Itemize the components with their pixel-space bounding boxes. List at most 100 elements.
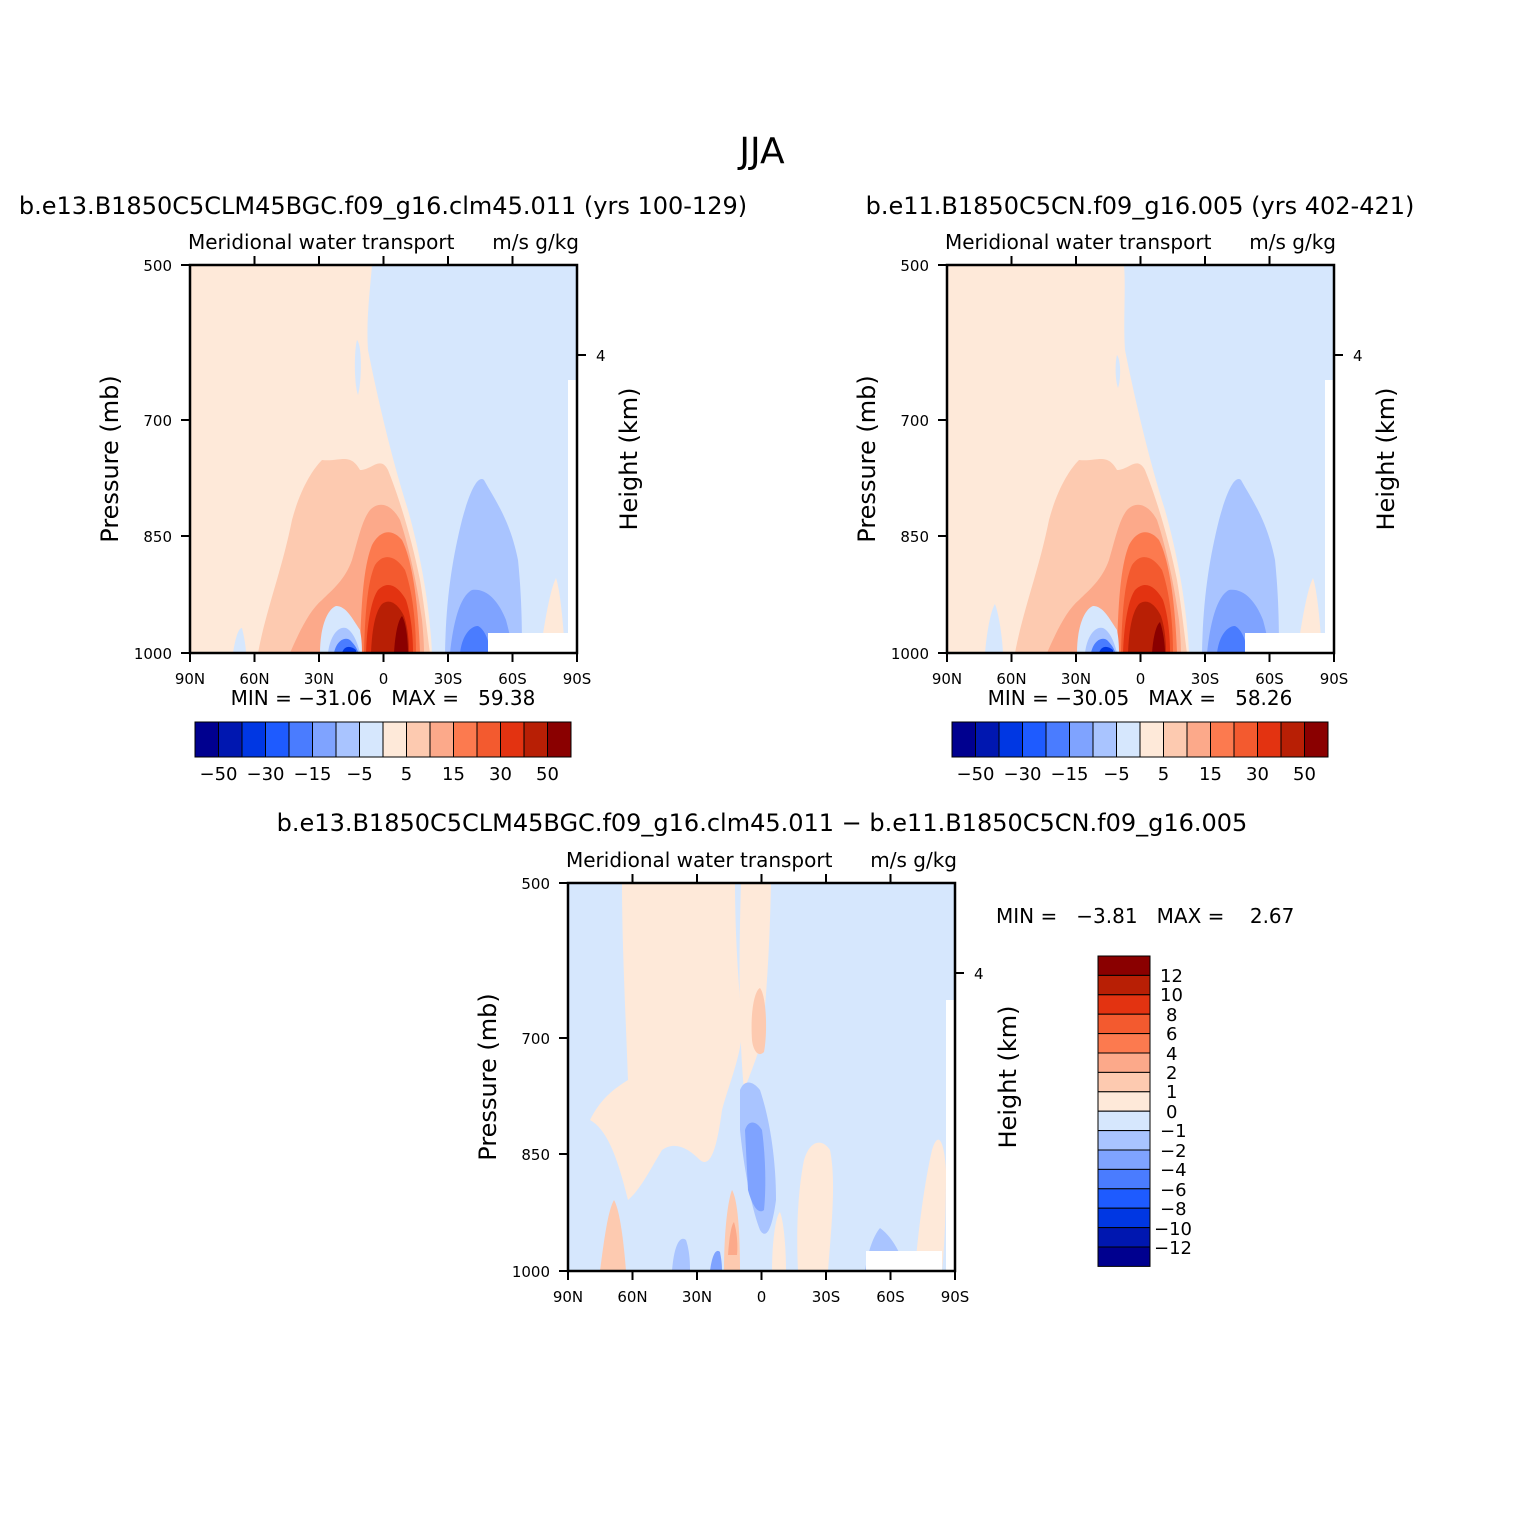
cb-label: 4 (1166, 1044, 1177, 1065)
right-string: m/s g/kg (870, 848, 957, 872)
xtick-60N: 60N (996, 670, 1026, 688)
missing-region (488, 633, 574, 653)
ytick-850: 850 (521, 1146, 550, 1164)
region-pos-spot (751, 988, 767, 1055)
cb-label: −50 (200, 764, 238, 785)
y-right-tick: 4 (1353, 347, 1363, 365)
cb-label: 10 (1160, 985, 1183, 1006)
colorbar-swatch (1116, 721, 1141, 758)
region-pos-lower-1 (600, 1200, 626, 1271)
axis-ticks (559, 874, 964, 1280)
region-nh-neg-spot (985, 604, 1003, 653)
y-axis-label: Pressure (mb) (474, 993, 502, 1160)
cb-label: 8 (1166, 1005, 1177, 1026)
xtick-60N: 60N (617, 1288, 647, 1306)
panel-diff: b.e13.B1850C5CLM45BGC.f09_g16.clm45.011 … (277, 809, 1295, 1306)
x-tick-labels: 90N 60N 30N 0 30S 60S 90S (175, 670, 591, 688)
ytick-500: 500 (521, 875, 550, 893)
colorbar-swatch (975, 721, 1000, 758)
missing-edge (1325, 380, 1334, 653)
region-pos-max (394, 616, 408, 653)
missing-region (1245, 633, 1331, 653)
ytick-850: 850 (900, 528, 929, 546)
cb-label: 5 (401, 764, 412, 785)
region-pos-band-2 (739, 883, 771, 1090)
colorbar-swatch (1280, 721, 1305, 758)
right-string: m/s g/kg (492, 230, 579, 254)
colorbar-swatch (1097, 974, 1151, 996)
region-pos-sh-2 (915, 1139, 946, 1271)
xtick-30N: 30N (304, 670, 334, 688)
missing-region (866, 1251, 942, 1271)
region-neg-hump-4 (342, 646, 356, 653)
region-neg-2 (745, 1122, 766, 1212)
colorbar (194, 721, 572, 758)
min-max-label: MIN = −31.06 MAX = 59.38 (231, 686, 536, 710)
colorbar-swatch (1097, 1033, 1151, 1054)
colorbar-swatch (1163, 721, 1188, 758)
colorbar-swatch (1233, 721, 1258, 758)
y-right-tick: 4 (974, 965, 984, 983)
colorbar-labels: −50 −30 −15 −5 5 15 30 50 (957, 764, 1316, 785)
colorbar-swatch (1045, 721, 1070, 758)
colorbar-swatch (218, 721, 243, 758)
panel-title: b.e13.B1850C5CLM45BGC.f09_g16.clm45.011 … (19, 192, 747, 220)
region-pos-band (590, 883, 743, 1200)
contour-fill (190, 265, 577, 653)
cb-label: 2 (1166, 1063, 1177, 1084)
colorbar-labels: 12 10 8 6 4 2 1 0 −1 −2 −4 −6 −8 −10 −12 (1154, 966, 1192, 1259)
y-right-tick: 4 (596, 347, 606, 365)
y-right-axis-label: Height (km) (994, 1006, 1022, 1149)
colorbar-swatch (1097, 1207, 1151, 1229)
colorbar-swatch (1097, 1168, 1151, 1190)
min-max-label: MIN = −30.05 MAX = 58.26 (988, 686, 1293, 710)
cb-label: 50 (1293, 764, 1316, 785)
xtick-0: 0 (757, 1288, 767, 1306)
cb-label: −5 (346, 764, 373, 785)
xtick-60N: 60N (239, 670, 269, 688)
colorbar-labels: −50 −30 −15 −5 5 15 30 50 (200, 764, 559, 785)
colorbar-swatch (476, 721, 501, 758)
cb-label: −5 (1103, 764, 1130, 785)
colorbar-swatch (453, 721, 478, 758)
ytick-700: 700 (521, 1030, 550, 1048)
cb-label: −50 (957, 764, 995, 785)
y-axis-label: Pressure (mb) (853, 375, 881, 542)
xtick-30N: 30N (1061, 670, 1091, 688)
region-neg-low-2 (710, 1250, 722, 1271)
x-tick-labels: 90N 60N 30N 0 30S 60S 90S (553, 1288, 969, 1306)
cb-label: −10 (1154, 1219, 1192, 1240)
colorbar-swatch (312, 721, 337, 758)
xtick-30N: 30N (682, 1288, 712, 1306)
cb-label: 1 (1166, 1082, 1177, 1103)
y-right-axis-label: Height (km) (1372, 388, 1400, 531)
colorbar-swatch (406, 721, 431, 758)
panel-title: b.e13.B1850C5CLM45BGC.f09_g16.clm45.011 … (277, 809, 1248, 837)
cb-label: 30 (1246, 764, 1269, 785)
xtick-30S: 30S (1191, 670, 1220, 688)
colorbar-swatch (1097, 994, 1151, 1015)
ytick-1000: 1000 (891, 645, 929, 663)
colorbar-swatch (359, 721, 384, 758)
colorbar-swatch (1097, 1052, 1151, 1073)
colorbar-swatch (1186, 721, 1211, 758)
ytick-1000: 1000 (134, 645, 172, 663)
missing-edge (946, 1000, 955, 1271)
colorbar-swatch (1257, 721, 1282, 758)
colorbar-swatch (500, 721, 525, 758)
panel-case2: b.e11.B1850C5CN.f09_g16.005 (yrs 402-421… (853, 192, 1414, 785)
cb-label: −12 (1154, 1238, 1192, 1259)
colorbar-swatch (1097, 1188, 1151, 1209)
cb-label: 15 (442, 764, 465, 785)
colorbar-swatch (1097, 1110, 1151, 1132)
cb-label: −6 (1160, 1180, 1187, 1201)
ytick-850: 850 (143, 528, 172, 546)
panel-title: b.e11.B1850C5CN.f09_g16.005 (yrs 402-421… (866, 192, 1415, 220)
colorbar (951, 721, 1329, 758)
colorbar-vertical (1097, 955, 1151, 1267)
colorbar-swatch (1092, 721, 1117, 758)
colorbar-swatch (523, 721, 548, 758)
region-neg-sh-3 (1217, 626, 1247, 653)
xtick-90N: 90N (553, 1288, 583, 1306)
